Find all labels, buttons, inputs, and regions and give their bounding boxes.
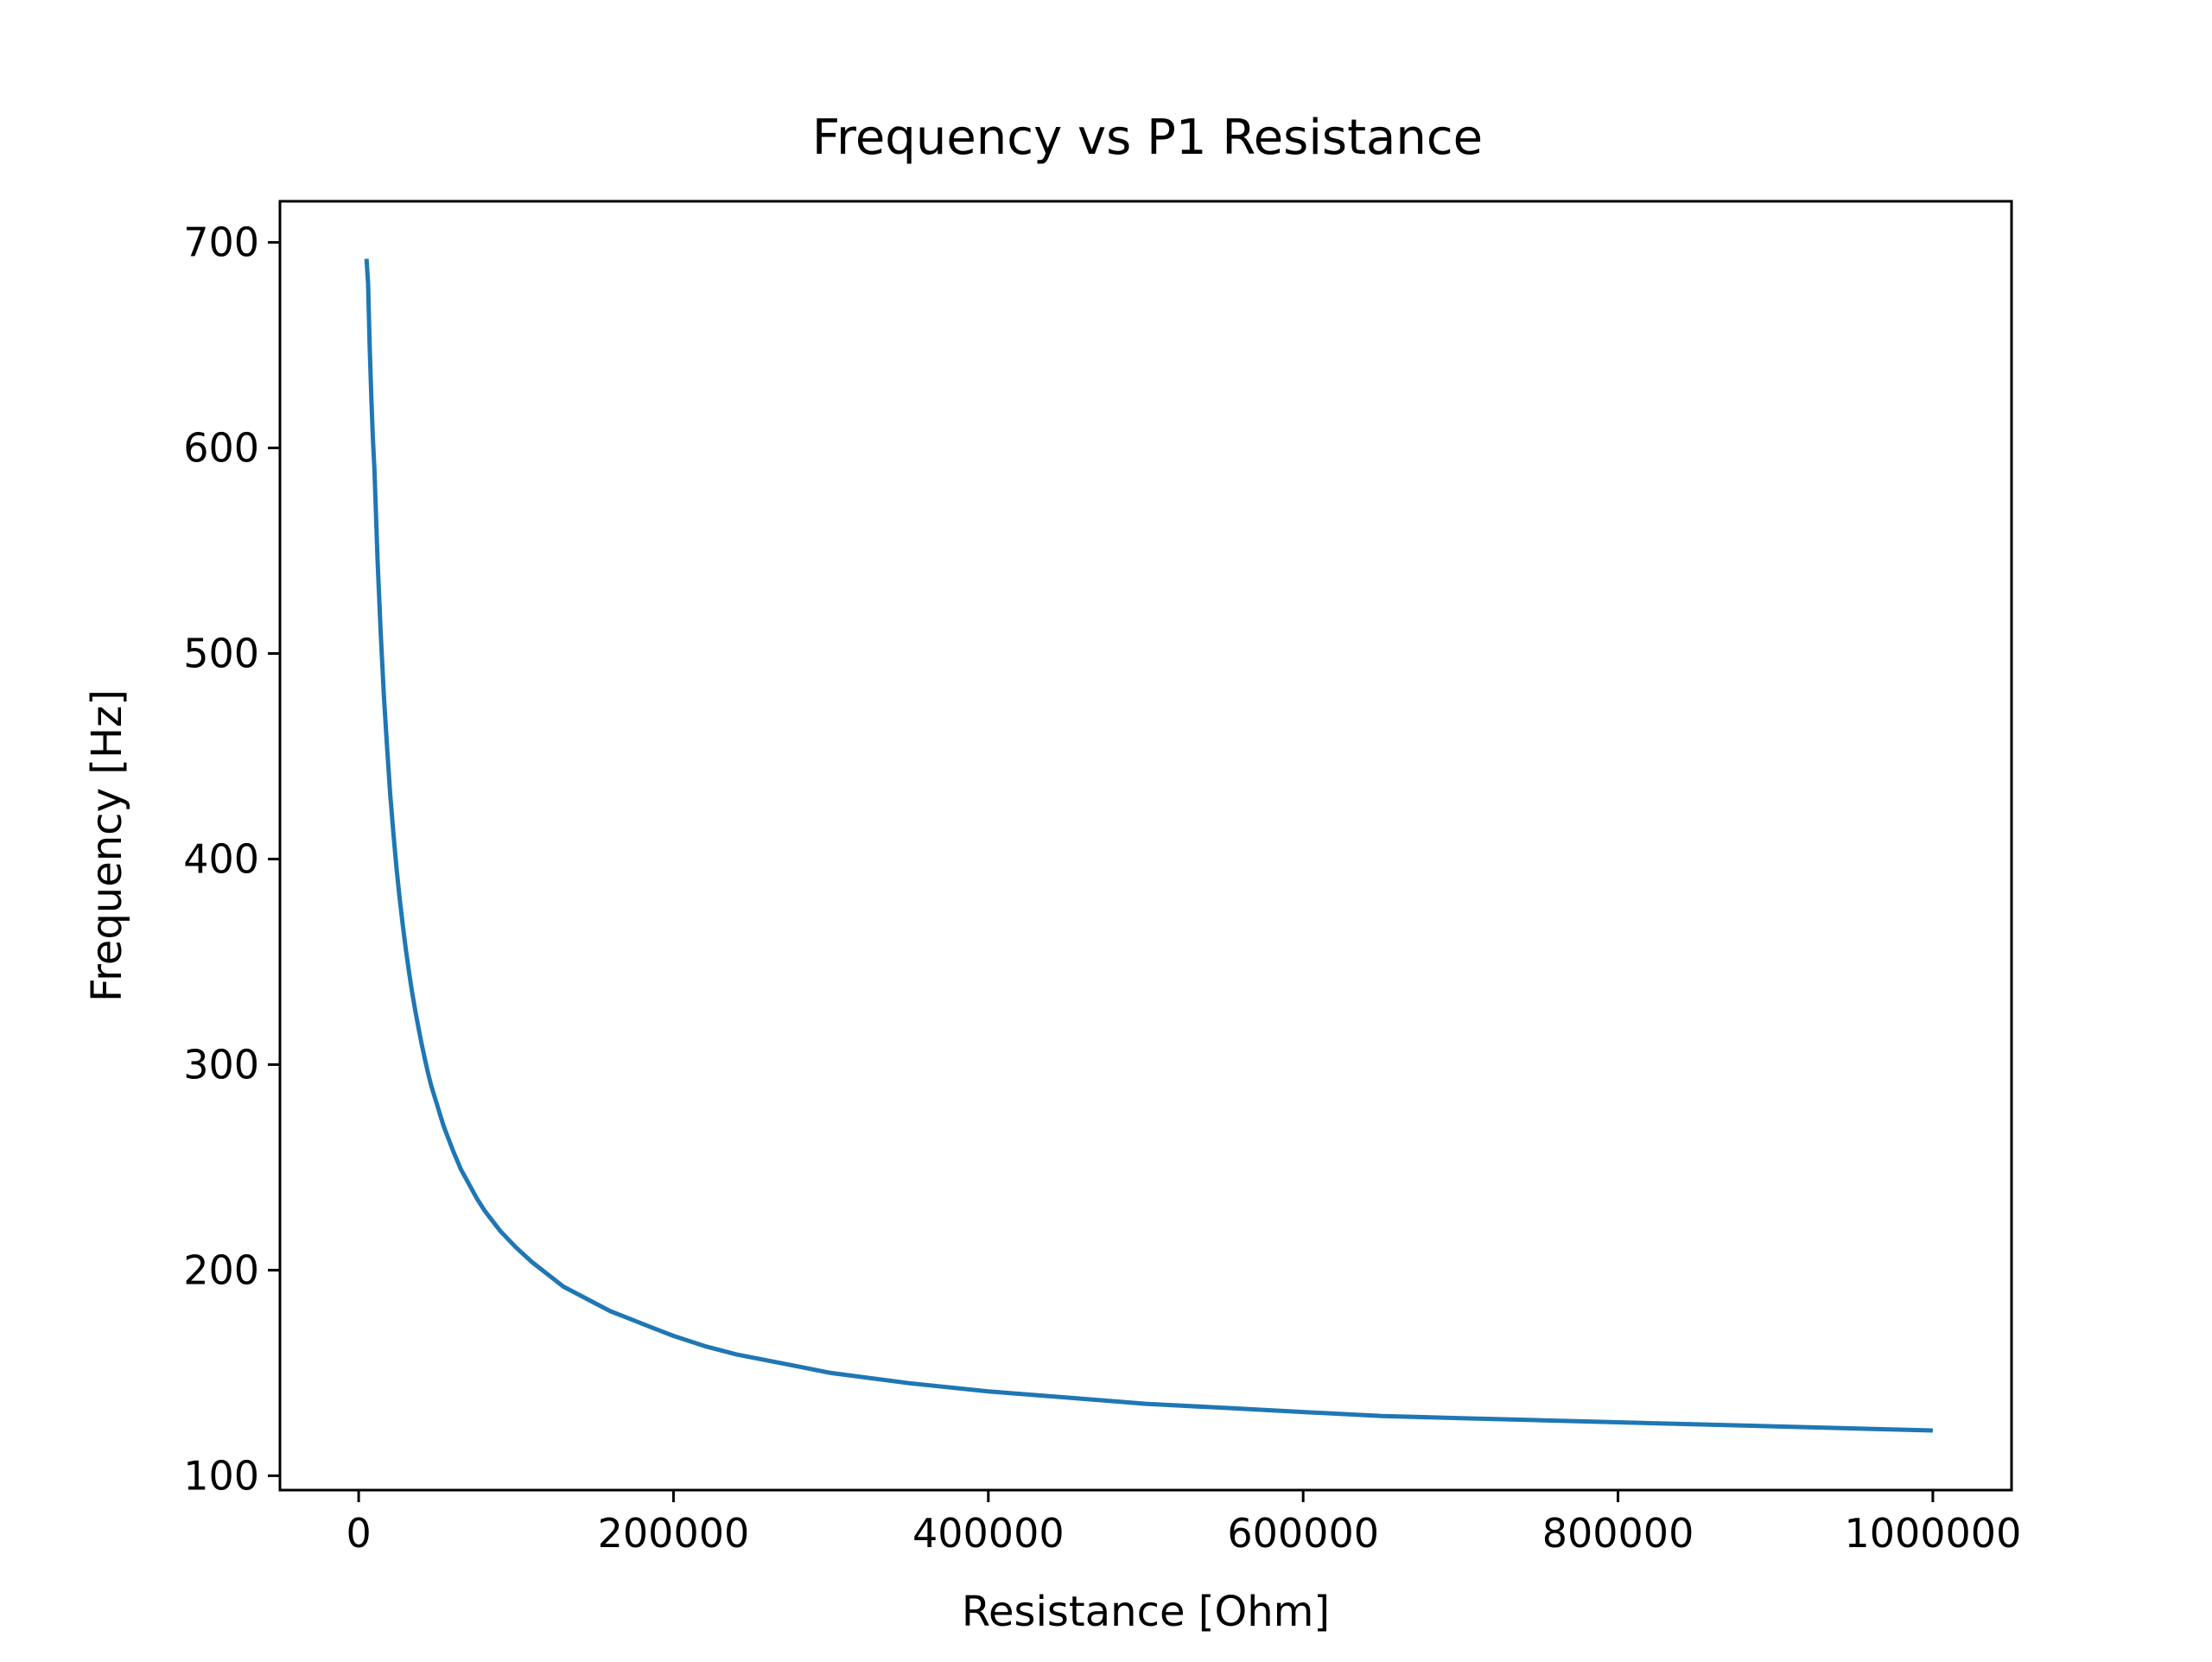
y-tick-label: 500 <box>183 631 259 677</box>
y-tick-label: 600 <box>183 425 259 472</box>
x-axis-ticks: 0 200000 400000 600000 800000 1000000 <box>346 1490 2021 1557</box>
y-tick-label: 100 <box>183 1452 259 1499</box>
axes-frame <box>278 200 2013 1492</box>
series-line <box>364 258 1933 1433</box>
plot-area <box>364 258 1933 1433</box>
y-tick-label: 700 <box>183 219 259 266</box>
y-axis-ticks: 100 200 300 400 500 600 700 <box>183 219 280 1499</box>
x-tick-label: 0 <box>346 1510 371 1557</box>
y-tick-label: 400 <box>183 835 259 882</box>
x-tick-label: 1000000 <box>1844 1510 2021 1557</box>
y-tick-label: 200 <box>183 1246 259 1293</box>
x-tick-label: 400000 <box>912 1510 1065 1557</box>
y-axis-label: Frequency [Hz] <box>83 689 131 1002</box>
y-tick-label: 300 <box>183 1041 259 1088</box>
x-axis-label: Resistance [Ohm] <box>962 1588 1330 1636</box>
x-tick-label: 800000 <box>1542 1510 1694 1557</box>
chart-title: Frequency vs P1 Resistance <box>812 110 1483 166</box>
x-tick-label: 200000 <box>598 1510 750 1557</box>
x-tick-label: 600000 <box>1227 1510 1379 1557</box>
